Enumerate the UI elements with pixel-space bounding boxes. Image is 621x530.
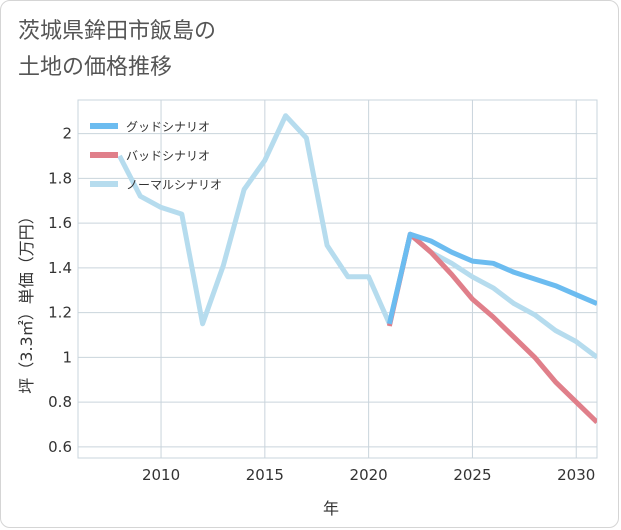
plot-area — [77, 99, 598, 459]
legend-label-2: ノーマルシナリオ — [126, 178, 222, 192]
x-tick-label: 2030 — [557, 466, 595, 484]
series-lines — [117, 113, 597, 424]
y-tick-label: 0.6 — [48, 438, 72, 456]
y-tick-labels: 0.6 0.8 1 1.2 1.4 1.6 1.8 2 — [48, 125, 72, 456]
chart-title: 茨城県鉾田市飯島の 土地の価格推移 — [18, 19, 217, 80]
y-tick-label: 2 — [62, 125, 72, 143]
x-tick-label: 2015 — [246, 466, 284, 484]
y-axis-label: 坪（3.3㎡）単価（万円） — [17, 208, 36, 393]
y-tick-label: 1.6 — [48, 214, 72, 232]
y-tick-label: 1.2 — [48, 304, 72, 322]
x-tick-label: 2025 — [453, 466, 491, 484]
legend-label-0: グッドシナリオ — [126, 120, 210, 134]
legend-label-1: バッドシナリオ — [126, 149, 210, 163]
grid — [77, 99, 598, 459]
x-tick-label: 2020 — [350, 466, 388, 484]
x-axis-label: 年 — [323, 499, 339, 518]
series-line-1 — [386, 231, 597, 424]
y-tick-label: 1.4 — [48, 259, 72, 277]
y-tick-label: 1.8 — [48, 169, 72, 187]
series-line-2 — [117, 113, 597, 360]
y-tick-label: 1 — [62, 348, 72, 366]
x-tick-label: 2010 — [142, 466, 180, 484]
x-tick-labels: 2010 2015 2020 2025 2030 — [142, 466, 595, 484]
series-line-0 — [386, 231, 597, 325]
y-tick-label: 0.8 — [48, 393, 72, 411]
